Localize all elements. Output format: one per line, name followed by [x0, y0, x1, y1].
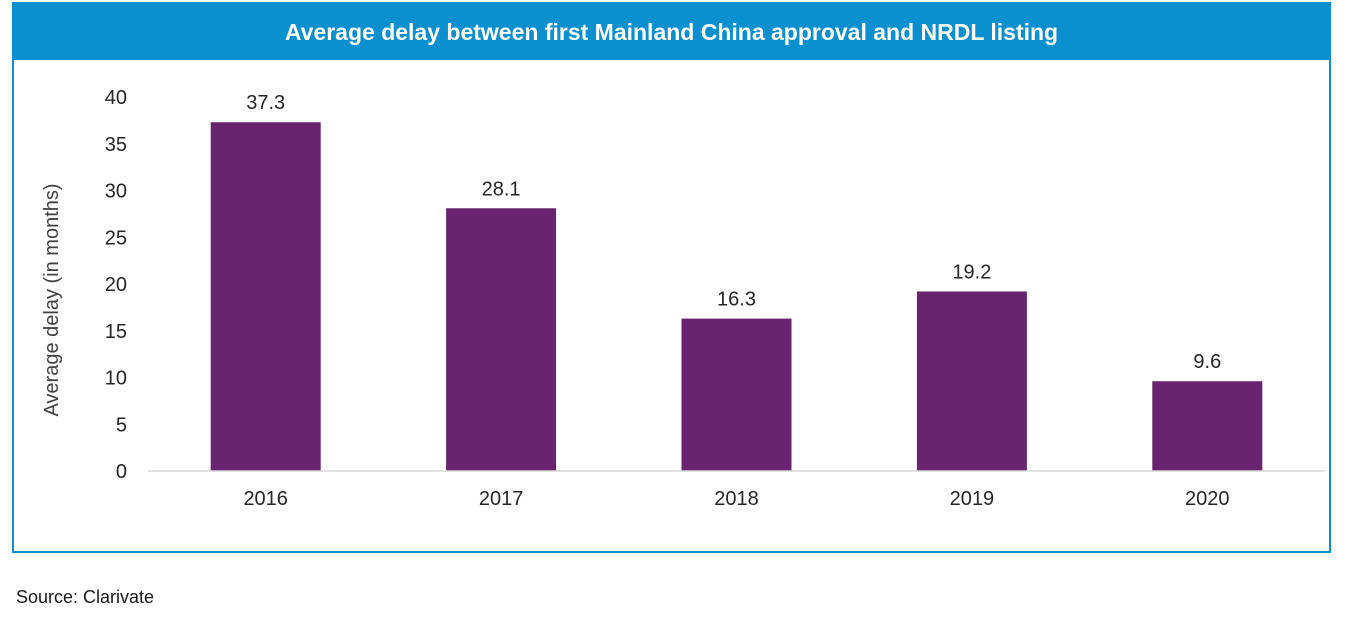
- bar-2017: [446, 208, 557, 471]
- x-tick-label-2020: 2020: [1185, 488, 1230, 510]
- chart-title: Average delay between first Mainland Chi…: [14, 4, 1329, 60]
- data-labels: 37.3 28.1 16.3 19.2 9.6: [246, 92, 1221, 373]
- y-tick-label: 40: [105, 87, 127, 109]
- y-tick-label: 15: [105, 321, 127, 343]
- data-label-2018: 16.3: [717, 289, 756, 311]
- x-axis-ticks: 2016 2017 2018 2019 2020: [243, 488, 1229, 510]
- bar-2020: [1152, 381, 1263, 471]
- y-tick-label: 5: [116, 414, 127, 436]
- x-tick-label-2018: 2018: [714, 488, 759, 510]
- x-tick-label-2019: 2019: [950, 488, 995, 510]
- source-note: Source: Clarivate: [16, 587, 155, 607]
- y-axis-label-group: Average delay (in months): [41, 183, 63, 416]
- x-tick-label-2016: 2016: [243, 488, 288, 510]
- x-tick-label-2017: 2017: [479, 488, 524, 510]
- y-tick-label: 20: [105, 274, 127, 296]
- y-tick-label: 10: [105, 368, 127, 390]
- y-tick-label: 25: [105, 227, 127, 249]
- data-label-2019: 19.2: [952, 261, 991, 283]
- bar-2018: [681, 318, 792, 471]
- y-tick-label: 30: [105, 181, 127, 203]
- bar-chart: Average delay (in months) 0 5 10 15 20 25 30 35…: [41, 87, 1325, 510]
- data-label-2017: 28.1: [482, 178, 521, 200]
- y-tick-label: 35: [105, 134, 127, 156]
- y-tick-label: 0: [116, 461, 127, 483]
- y-axis-label: Average delay (in months): [41, 183, 63, 416]
- bar-2019: [916, 291, 1027, 471]
- bars: [210, 122, 1263, 472]
- bar-2016: [210, 122, 321, 472]
- data-label-2020: 9.6: [1193, 351, 1221, 373]
- y-axis-ticks: 0 5 10 15 20 25 30 35 40: [105, 87, 127, 483]
- data-label-2016: 37.3: [246, 92, 285, 114]
